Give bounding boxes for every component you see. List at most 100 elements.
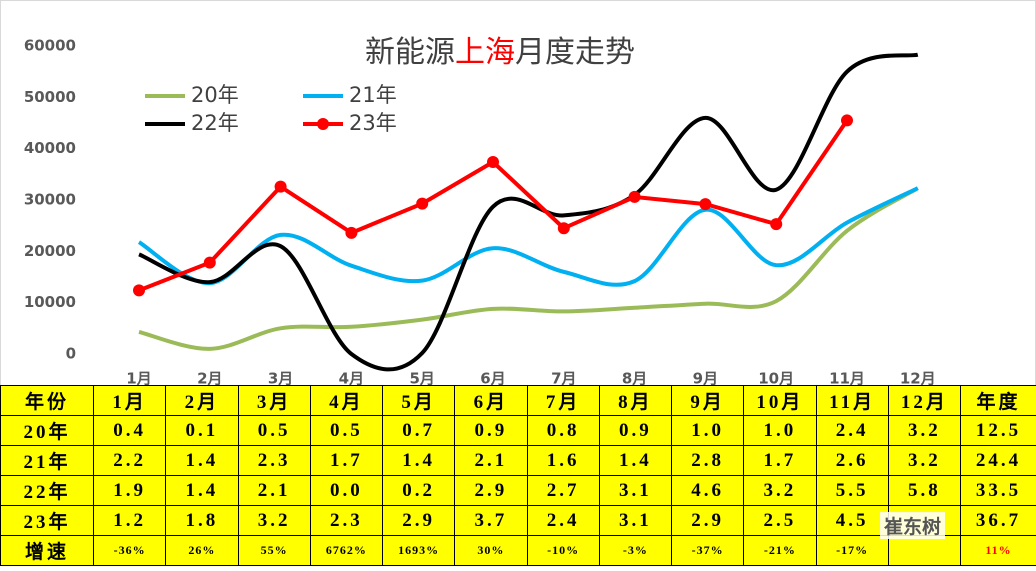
point [274,180,287,193]
table-cell: 0.5 [309,415,384,446]
table-cell: 0.0 [309,475,384,506]
table-cell: 24.4 [960,445,1036,476]
y-tick-label: 0 [66,345,76,363]
table-cell: 23年 [0,505,94,536]
point [133,284,145,297]
table-cell: -36% [92,535,167,566]
table-cell: 1.4 [165,445,239,476]
point [345,226,358,239]
table-cell: 年度 [960,385,1036,416]
table-cell: 2.9 [670,505,745,536]
table-cell: 8月 [598,385,673,416]
legend-label: 21年 [349,83,397,107]
table-cell: 1.4 [381,445,456,476]
point [416,197,429,210]
x-tick-label: 1月 [126,370,151,387]
table-cell: -3% [598,535,673,566]
table-cell: 5.8 [887,475,962,506]
table-cell: 增速 [0,535,94,566]
point [699,198,712,211]
table-cell: 0.1 [165,415,239,446]
y-tick-label: 50000 [24,88,76,106]
y-tick-label: 60000 [24,37,76,55]
table-cell: 1.7 [743,445,817,476]
table-cell: 2.5 [743,505,817,536]
table-cell: 3.1 [598,475,673,506]
title-part: 新能源 [365,35,455,70]
table-cell: 11月 [815,385,889,416]
table-cell: 3.2 [237,505,311,536]
title-part: 月度走势 [515,35,635,70]
table-cell: 0.7 [381,415,456,446]
x-tick-label: 11月 [829,370,865,387]
table-cell: 33.5 [960,475,1036,506]
table-cell: 3.2 [887,415,962,446]
table-cell: 3.2 [743,475,817,506]
chart-title: 新能源上海月度走势 [365,35,635,70]
table-cell: 2.8 [670,445,745,476]
table-cell: -37% [670,535,745,566]
x-tick-label: 7月 [551,370,576,387]
table-cell: 1月 [92,385,167,416]
x-tick-label: 9月 [693,370,718,387]
table-cell: 1.8 [165,505,239,536]
table-cell: 2.1 [237,475,311,506]
table-cell: 6月 [454,385,528,416]
table-cell: -10% [526,535,600,566]
table-cell: 1.4 [165,475,239,506]
table-cell: 1.0 [743,415,817,446]
table-cell: 2月 [165,385,239,416]
table-cell: 2.2 [92,445,167,476]
table-cell: 0.8 [526,415,600,446]
series-line [137,186,919,287]
table-cell: 22年 [0,475,94,506]
table-cell: 4.5 [815,505,889,536]
table-cell: 2.4 [526,505,600,536]
x-tick-label: 10月 [758,370,794,387]
y-tick-label: 30000 [24,191,76,209]
table-cell: 2.3 [237,445,311,476]
table-cell: 55% [237,535,311,566]
y-tick-label: 40000 [24,139,76,157]
x-tick-label: 3月 [268,370,293,387]
table-row: 增速 -36% 26% 55% 6762% 1693% 30% -10% -3% -37% -21%… [0,535,1036,566]
legend-label: 22年 [191,111,239,135]
x-tick-label: 4月 [339,370,364,387]
table-row: 22年 1.9 1.4 2.1 0.0 0.2 2.9 2.7 3.1 4.6 3.2 5.5 5.8 3… [0,475,1036,506]
table-cell: 1693% [381,535,456,566]
table-cell: 2.6 [815,445,889,476]
x-tick-label: 5月 [409,370,434,387]
point [628,190,641,203]
table-cell: 7月 [526,385,600,416]
point [487,156,499,169]
table-cell: 2.9 [454,475,528,506]
legend-label: 20年 [191,83,239,107]
table-cell: 1.9 [92,475,167,506]
table-cell: 3.2 [887,445,962,476]
table-cell: 10月 [743,385,817,416]
chart-frame [0,0,1036,386]
legend-marker [317,118,329,130]
table-cell: 1.0 [670,415,745,446]
table-cell: -17% [815,535,889,566]
table-cell: 30% [454,535,528,566]
x-tick-label: 6月 [480,370,505,387]
table-cell: 21年 [0,445,94,476]
table-cell: 4.6 [670,475,745,506]
table-cell: 2.1 [454,445,528,476]
table-cell: 3.7 [454,505,528,536]
table-row: 23年 1.2 1.8 3.2 2.3 2.9 3.7 2.4 3.1 2.9 2.5 4.5 36.7 [0,505,1036,536]
table-cell: -21% [743,535,817,566]
table-cell: 5.5 [815,475,889,506]
table-row: 年份 1月 2月 3月 4月 5月 6月 7月 8月 9月 10月 11月 12月 年度 [0,385,1036,416]
table-cell: 20年 [0,415,94,446]
table-row: 20年 0.4 0.1 0.5 0.5 0.7 0.9 0.8 0.9 1.0 1.0 2.4 3.2 1… [0,415,1036,446]
table-cell: 0.9 [598,415,673,446]
table-cell: 2.7 [526,475,600,506]
table-cell: 0.2 [381,475,456,506]
table-cell: 0.4 [92,415,167,446]
table-cell [887,535,962,566]
point [203,256,216,269]
watermark: 崔东树 [880,512,946,539]
